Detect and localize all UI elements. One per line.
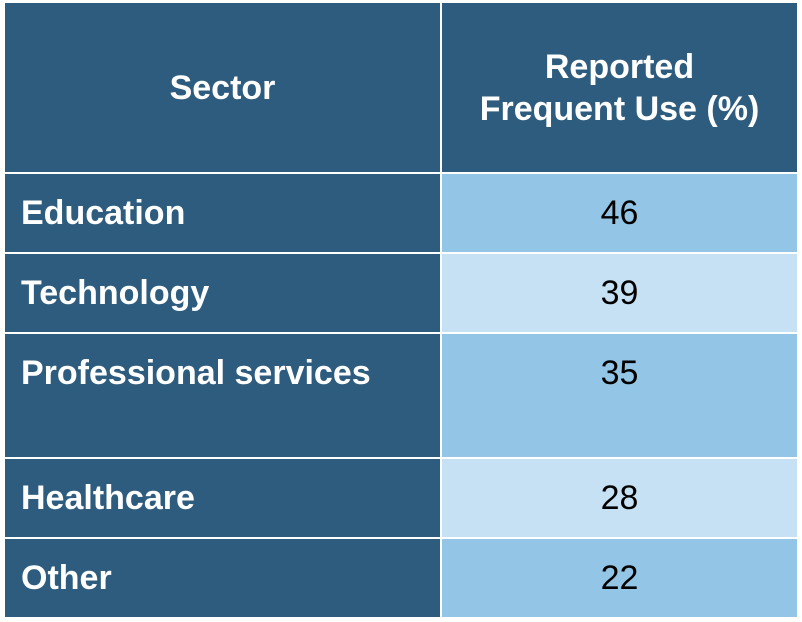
row-label: Professional services	[5, 334, 440, 457]
row-value: 39	[442, 254, 797, 332]
row-label: Healthcare	[5, 459, 440, 537]
row-value: 46	[442, 174, 797, 252]
row-label: Technology	[5, 254, 440, 332]
table-row: Technology 39	[5, 254, 797, 332]
row-label: Other	[5, 539, 440, 617]
table-header: Sector Reported Frequent Use (%)	[5, 3, 797, 172]
table-container: Sector Reported Frequent Use (%) Educati…	[3, 1, 799, 619]
row-value: 28	[442, 459, 797, 537]
table-body: Education 46 Technology 39 Professional serv…	[5, 174, 797, 617]
row-value: 22	[442, 539, 797, 617]
table-row: Education 46	[5, 174, 797, 252]
table-row: Professional services 35	[5, 334, 797, 457]
data-table: Sector Reported Frequent Use (%) Educati…	[3, 1, 799, 619]
header-cell: Sector	[5, 3, 440, 172]
header-cell: Reported Frequent Use (%)	[442, 3, 797, 172]
row-value: 35	[442, 334, 797, 457]
header-row: Sector Reported Frequent Use (%)	[5, 3, 797, 172]
row-label: Education	[5, 174, 440, 252]
header-text: Reported Frequent Use (%)	[479, 47, 760, 128]
table-row: Healthcare 28	[5, 459, 797, 537]
table-row: Other 22	[5, 539, 797, 617]
